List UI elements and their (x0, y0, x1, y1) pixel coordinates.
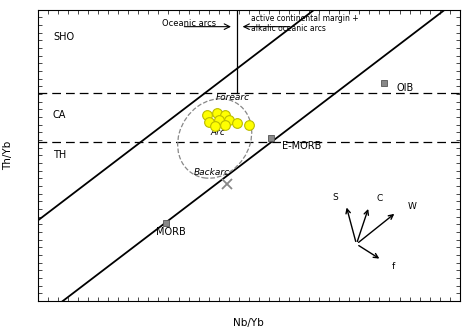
Text: E-MORB: E-MORB (282, 141, 321, 151)
Text: Arc: Arc (210, 128, 226, 137)
Text: OIB: OIB (396, 83, 414, 93)
Text: f: f (392, 262, 395, 271)
Text: SHO: SHO (53, 32, 74, 42)
Text: MORB: MORB (156, 227, 186, 237)
Text: CA: CA (53, 111, 66, 121)
Text: W: W (408, 202, 417, 211)
Text: S: S (332, 193, 338, 202)
Text: C: C (376, 195, 383, 203)
Text: Nb/Yb: Nb/Yb (234, 318, 264, 327)
Text: Backarc: Backarc (193, 168, 230, 177)
Text: Th/Yb: Th/Yb (3, 141, 13, 170)
Text: TH: TH (53, 150, 66, 160)
Text: Oceanic arcs: Oceanic arcs (162, 19, 216, 28)
Text: active continental margin +
alkalic oceanic arcs: active continental margin + alkalic ocea… (251, 14, 358, 33)
Text: Forearc: Forearc (216, 94, 250, 102)
